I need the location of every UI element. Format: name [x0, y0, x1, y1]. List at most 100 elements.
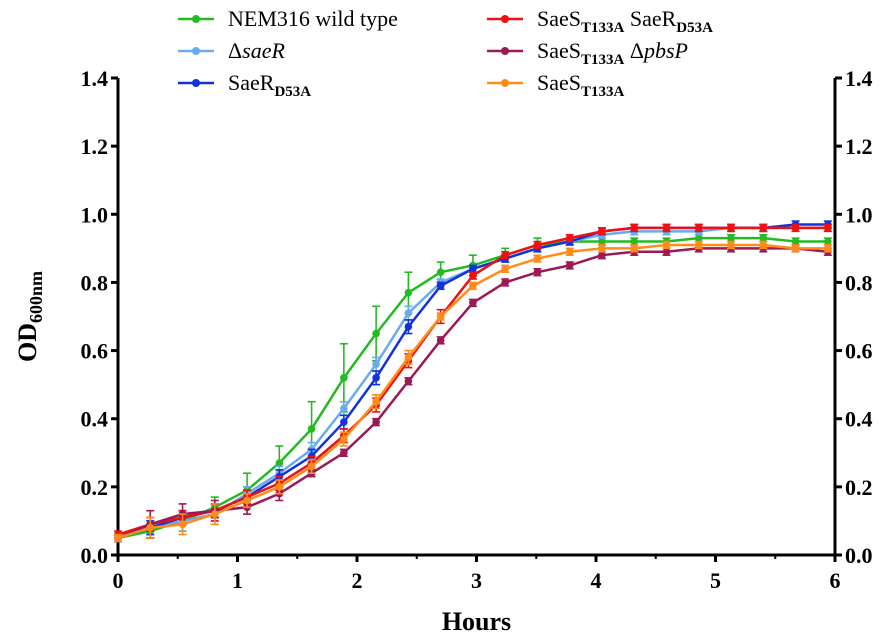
data-point: [598, 237, 606, 246]
data-point: [694, 234, 703, 242]
data-point: [598, 244, 606, 253]
data-point: [824, 237, 832, 246]
data-point: [727, 234, 735, 242]
data-point: [791, 237, 800, 246]
legend-marker: [192, 79, 200, 87]
y-left-tick-label: 0.6: [81, 339, 109, 364]
data-point: [372, 329, 380, 338]
legend-label-part: SaeR: [624, 6, 676, 31]
data-point: [598, 227, 606, 236]
data-point: [565, 261, 574, 270]
legend-label-part: Δ: [624, 38, 644, 63]
legend-label-part: NEM316 wild type: [228, 6, 398, 31]
tick-labels: 0 1 2 3 4 5 60.00.20.40.60.81.01.21.40.00.20.4…: [81, 66, 873, 593]
legend-label-part: SaeS: [537, 38, 581, 63]
legend-label: SaeST133A: [537, 70, 625, 100]
data-point: [114, 534, 122, 542]
data-point: [210, 510, 219, 518]
data-point: [340, 435, 348, 443]
data-point: [469, 299, 477, 307]
legend-label-part: pbsP: [642, 38, 688, 63]
data-point: [436, 336, 445, 345]
data-point: [340, 404, 348, 413]
y-left-tick-label: 0.4: [81, 407, 109, 432]
legend-item: SaeRD53A: [178, 70, 311, 100]
legend-label: SaeST133A ΔpbsP: [537, 38, 688, 68]
data-point: [630, 237, 639, 246]
legend-item: SaeST133A ΔpbsP: [487, 38, 688, 68]
data-point: [436, 268, 445, 277]
legend-label-part: T133A: [581, 52, 625, 68]
data-point: [630, 224, 639, 232]
y-right-tick-label: 1.2: [845, 134, 873, 159]
y-right-tick-label: 0.2: [845, 475, 873, 500]
data-point: [630, 244, 639, 253]
legend-marker: [192, 47, 200, 55]
data-point: [307, 462, 316, 471]
data-point: [759, 224, 768, 232]
series-6: [114, 240, 832, 543]
x-tick-label: 3: [471, 568, 482, 593]
data-point: [469, 265, 477, 273]
legend-label: SaeST133A SaeRD53A: [537, 6, 713, 36]
legend-label-part: Δ: [228, 38, 242, 63]
data-point: [501, 251, 509, 259]
x-tick-label: 4: [591, 568, 602, 593]
data-point: [694, 224, 703, 232]
data-point: [533, 241, 542, 249]
data-point: [372, 360, 380, 369]
x-tick-label: 1: [232, 568, 243, 593]
data-point: [404, 377, 413, 386]
series-3: [114, 220, 832, 543]
y-left-tick-label: 0.8: [81, 270, 109, 295]
legend-label-part: T133A: [581, 84, 625, 100]
data-point: [759, 234, 768, 242]
y-axis-title-main: OD: [13, 323, 42, 362]
data-point: [436, 312, 445, 321]
data-point: [340, 374, 348, 382]
data-point: [694, 241, 703, 249]
x-tick-label: 5: [710, 568, 721, 593]
data-point: [469, 282, 477, 290]
legend-label-part: D53A: [676, 20, 713, 36]
legend-label-part: SaeR: [228, 70, 275, 95]
y-left-tick-label: 1.2: [81, 134, 109, 159]
legend-label: SaeRD53A: [228, 70, 311, 100]
data-point: [565, 247, 574, 256]
x-tick-label: 0: [113, 568, 124, 593]
data-point: [404, 322, 413, 331]
legend-label-part: SaeS: [537, 70, 581, 95]
legend-label: ΔsaeR: [228, 38, 285, 63]
legend-marker: [501, 79, 509, 87]
y-right-tick-label: 0.8: [845, 270, 873, 295]
legend-item: SaeST133A SaeRD53A: [487, 6, 713, 36]
data-point: [404, 288, 413, 297]
x-tick-label: 2: [352, 568, 363, 593]
data-point: [824, 244, 832, 253]
data-point: [791, 224, 800, 232]
series-layer: [114, 220, 832, 543]
legend-label-part: saeR: [242, 38, 285, 63]
data-point: [404, 353, 413, 362]
y-right-tick-label: 1.4: [845, 66, 873, 91]
legend-label-part: T133A: [581, 20, 625, 36]
data-point: [662, 224, 671, 232]
y-right-tick-label: 1.0: [845, 202, 873, 227]
series-1: [114, 233, 832, 543]
data-point: [243, 496, 251, 505]
data-point: [372, 374, 380, 382]
data-point: [824, 224, 832, 232]
y-axis-title: OD600nm: [13, 271, 46, 362]
legend-marker: [501, 15, 509, 23]
data-point: [275, 459, 284, 467]
y-left-tick-label: 0.0: [81, 543, 109, 568]
y-right-tick-label: 0.0: [845, 543, 873, 568]
axes: [111, 76, 842, 562]
legend-label: NEM316 wild type: [228, 6, 398, 31]
legend-marker: [501, 47, 509, 55]
data-point: [791, 244, 800, 253]
data-point: [372, 397, 380, 406]
data-point: [662, 241, 671, 249]
data-point: [565, 234, 574, 242]
